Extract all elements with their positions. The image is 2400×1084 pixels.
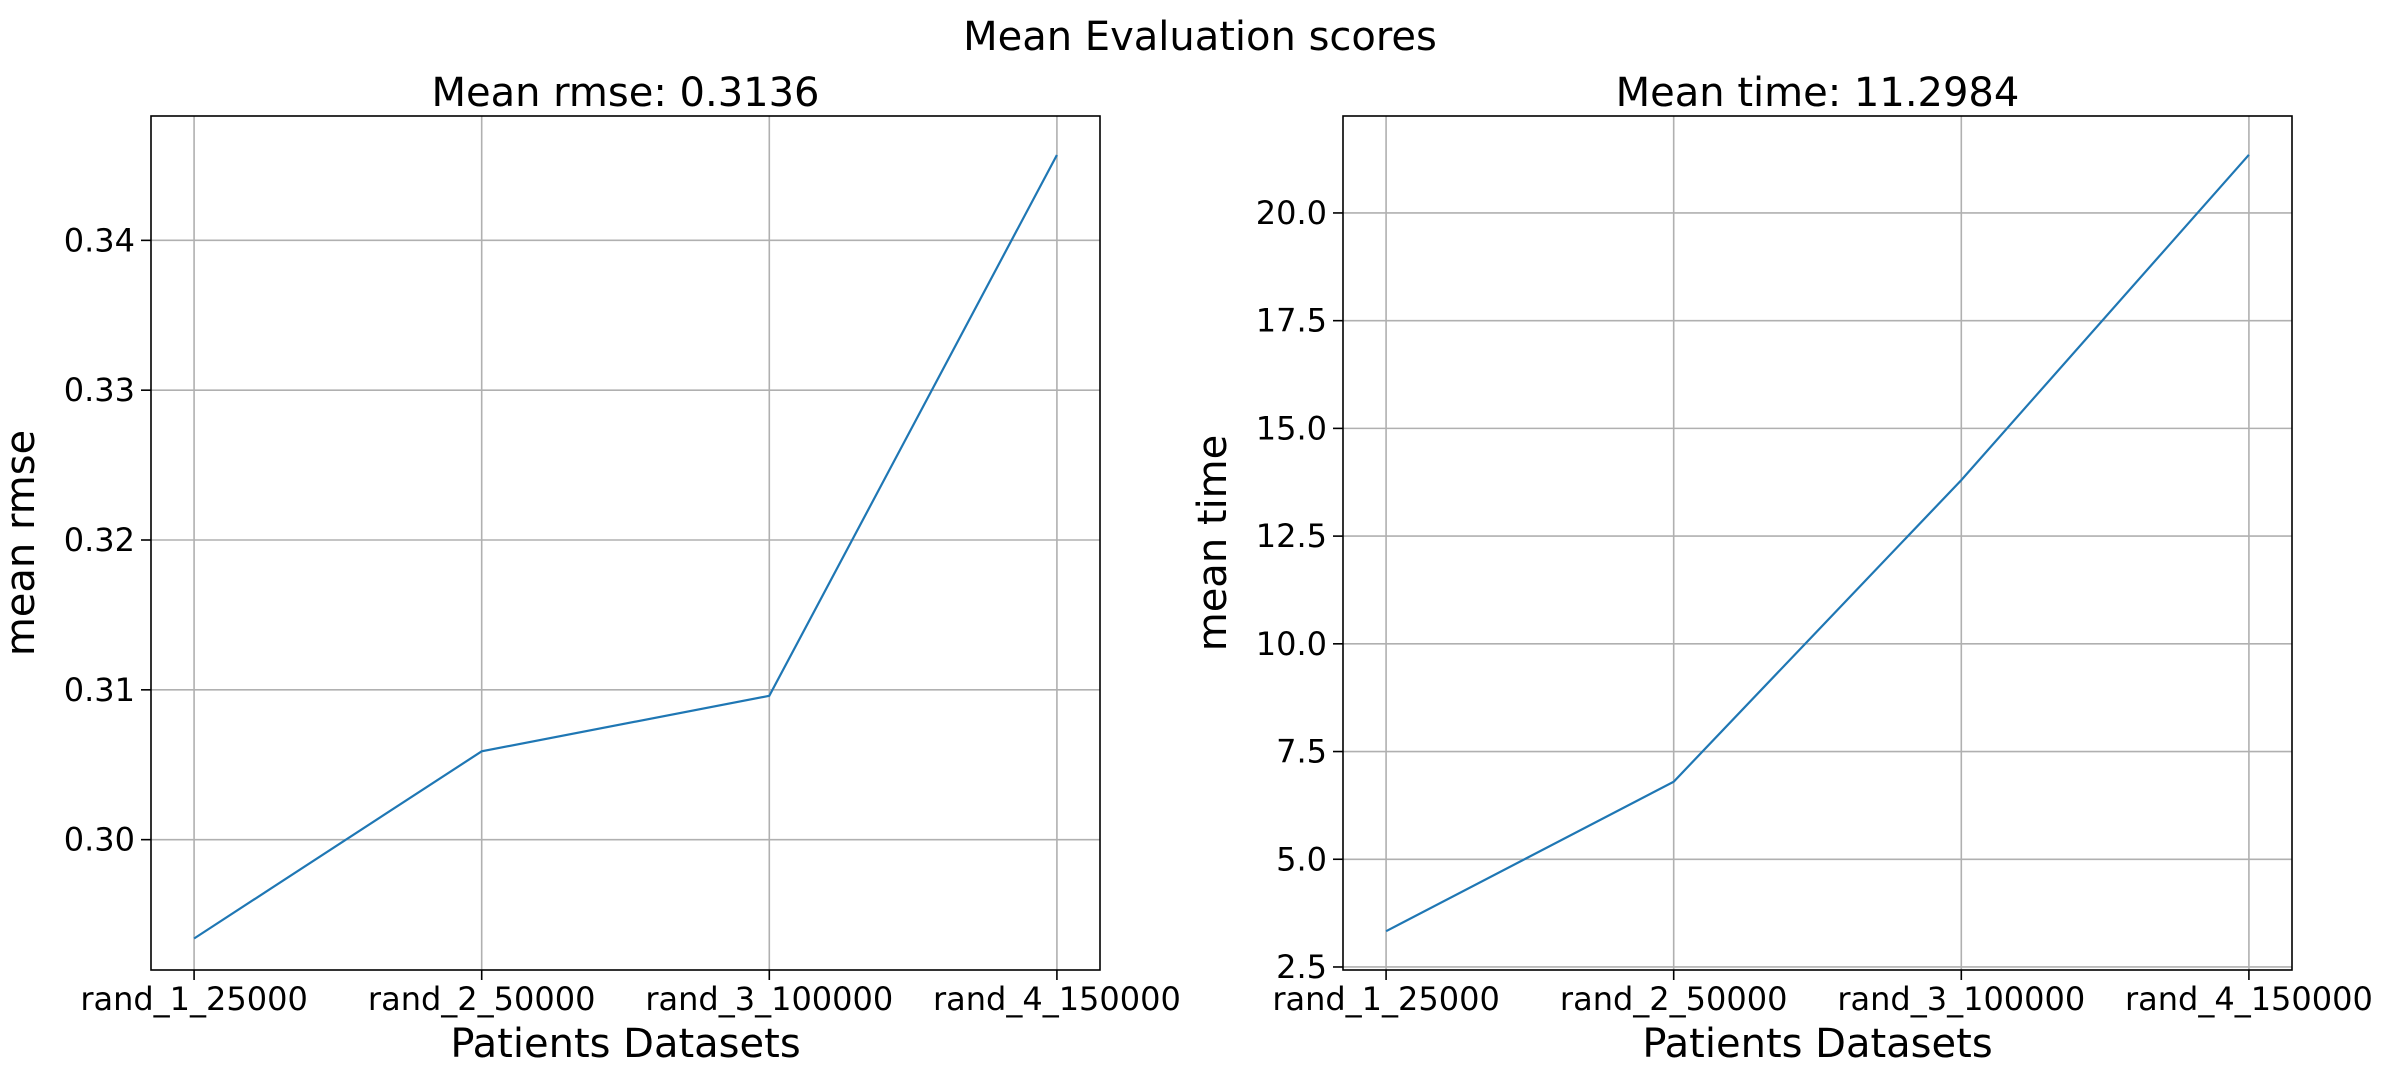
- subplot-title: Mean rmse: 0.3136: [431, 70, 819, 116]
- y-tick-label: 0.33: [64, 371, 135, 409]
- y-tick-label: 7.5: [1276, 733, 1327, 771]
- x-tick-label: rand_3_100000: [1837, 980, 2085, 1018]
- figure-title: Mean Evaluation scores: [963, 14, 1437, 60]
- y-tick-label: 0.30: [64, 821, 135, 859]
- x-axis-label: Patients Datasets: [1642, 1021, 1992, 1067]
- x-tick-label: rand_4_150000: [2125, 980, 2373, 1018]
- y-tick-label: 5.0: [1276, 840, 1327, 878]
- y-axis-label: mean rmse: [0, 430, 44, 656]
- x-tick-label: rand_1_25000: [80, 980, 308, 1018]
- y-tick-label: 0.31: [64, 671, 135, 709]
- x-tick-label: rand_2_50000: [1560, 980, 1788, 1018]
- subplot-title: Mean time: 11.2984: [1616, 70, 2020, 116]
- y-tick-label: 15.0: [1256, 409, 1327, 447]
- y-tick-label: 10.0: [1256, 625, 1327, 663]
- x-tick-label: rand_2_50000: [368, 980, 596, 1018]
- x-axis-label: Patients Datasets: [450, 1021, 800, 1067]
- y-tick-label: 12.5: [1256, 517, 1327, 555]
- y-tick-label: 0.32: [64, 521, 135, 559]
- y-tick-label: 20.0: [1256, 194, 1327, 232]
- y-tick-label: 0.34: [64, 221, 135, 259]
- x-tick-label: rand_4_150000: [933, 980, 1181, 1018]
- y-axis-label: mean time: [1190, 435, 1236, 652]
- y-tick-label: 17.5: [1256, 302, 1327, 340]
- y-tick-label: 2.5: [1276, 948, 1327, 986]
- x-tick-label: rand_3_100000: [645, 980, 893, 1018]
